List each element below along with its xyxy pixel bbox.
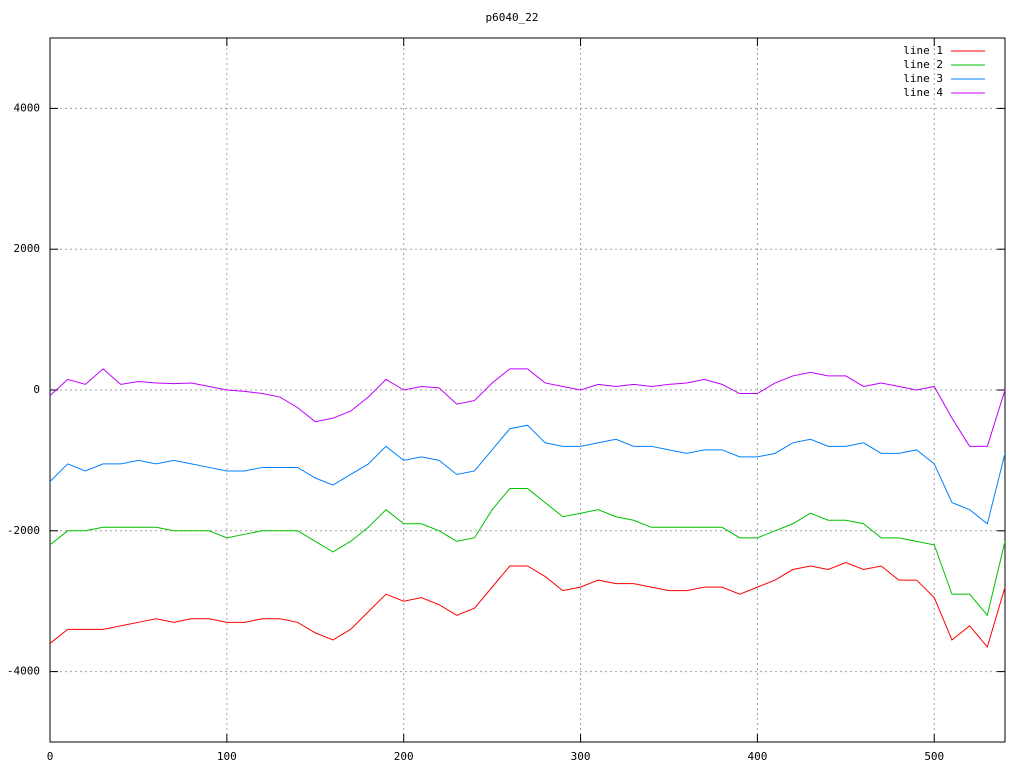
legend-label: line 2 bbox=[903, 58, 943, 71]
data-line bbox=[49, 488, 1006, 617]
x-tick-label: 0 bbox=[47, 750, 54, 763]
legend-label: line 4 bbox=[903, 86, 943, 99]
chart-title: p6040_22 bbox=[486, 11, 539, 24]
data-line bbox=[49, 368, 1006, 447]
x-tick-label: 300 bbox=[571, 750, 591, 763]
legend-label: line 1 bbox=[903, 44, 943, 57]
y-tick-label: -2000 bbox=[7, 524, 40, 537]
legend-label: line 3 bbox=[903, 72, 943, 85]
x-tick-label: 100 bbox=[217, 750, 237, 763]
y-tick-label: -4000 bbox=[7, 665, 40, 678]
y-tick-label: 0 bbox=[33, 383, 40, 396]
x-tick-label: 500 bbox=[924, 750, 944, 763]
data-line bbox=[49, 561, 1006, 648]
x-tick-label: 400 bbox=[747, 750, 767, 763]
x-tick-label: 200 bbox=[394, 750, 414, 763]
y-tick-label: 4000 bbox=[14, 101, 41, 114]
y-tick-label: 2000 bbox=[14, 242, 41, 255]
data-line bbox=[49, 424, 1006, 525]
